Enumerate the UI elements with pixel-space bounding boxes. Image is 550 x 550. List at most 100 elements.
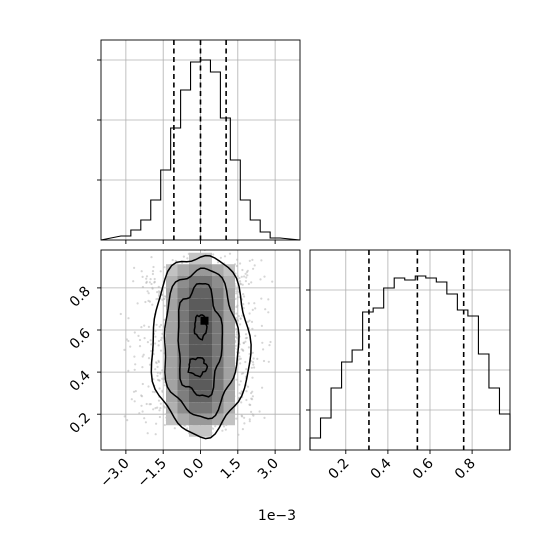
param2-histogram — [309, 275, 511, 450]
scatter-point — [264, 308, 267, 311]
scatter-point — [263, 416, 266, 419]
scatter-point — [145, 277, 148, 280]
density-cell — [189, 402, 201, 414]
scatter-point — [243, 422, 246, 425]
scatter-point — [158, 415, 161, 419]
scatter-point — [236, 304, 239, 307]
scatter-point — [157, 339, 161, 343]
density-cell — [177, 321, 189, 334]
scatter-point — [157, 360, 160, 364]
density-cell — [212, 402, 224, 414]
density-cell — [189, 425, 201, 437]
scatter-point — [248, 259, 251, 262]
joint-ytick-label-3: 0.8 — [67, 283, 94, 310]
scatter-point — [154, 342, 157, 345]
param1-marginal-panel — [97, 39, 301, 244]
scatter-point — [152, 265, 155, 269]
density-cell — [223, 310, 235, 322]
scatter-point — [159, 338, 163, 342]
scatter-point — [156, 291, 159, 294]
scatter-point — [242, 349, 245, 352]
density-cell — [212, 287, 224, 299]
scatter-point — [182, 255, 185, 258]
scatter-point — [157, 290, 160, 293]
density-cell — [189, 275, 201, 288]
scatter-point — [250, 410, 253, 413]
scatter-point — [267, 298, 270, 301]
density-cell — [212, 298, 224, 311]
scatter-point — [159, 407, 162, 410]
scatter-point — [149, 403, 152, 406]
scatter-point — [153, 280, 156, 283]
scatter-point — [161, 377, 164, 380]
density-cell — [200, 413, 212, 426]
scatter-point — [158, 409, 161, 412]
density-cell — [200, 425, 212, 437]
right-frame — [309, 249, 511, 451]
scatter-point — [224, 428, 227, 431]
scatter-point — [149, 278, 152, 281]
density-cell — [189, 252, 201, 265]
scatter-point — [248, 418, 251, 421]
scatter-point — [251, 308, 254, 311]
scatter-point — [246, 385, 250, 388]
density-cell — [189, 390, 201, 403]
scatter-point — [156, 406, 159, 409]
scatter-point — [253, 264, 256, 267]
scatter-point — [140, 394, 143, 397]
scatter-point — [151, 303, 154, 306]
scatter-point — [223, 255, 227, 258]
scatter-point — [181, 261, 184, 264]
density-cell — [189, 310, 201, 322]
right-xtick-label-0: 0.2 — [326, 456, 353, 483]
scatter-point — [151, 287, 154, 290]
scatter-point — [247, 346, 250, 349]
density-cell — [166, 379, 178, 391]
scatter-point — [186, 427, 189, 430]
scatter-point — [136, 302, 139, 305]
density-cell — [223, 321, 235, 334]
scatter-point — [236, 337, 239, 340]
scatter-point — [174, 259, 177, 263]
scatter-point — [239, 282, 242, 285]
scatter-point — [157, 344, 160, 347]
scatter-point — [240, 390, 243, 393]
scatter-point — [245, 271, 249, 274]
scatter-point — [239, 362, 242, 365]
scatter-point — [147, 299, 150, 302]
density-cell — [200, 310, 212, 322]
scatter-point — [262, 359, 266, 363]
density-cell — [212, 333, 224, 345]
scatter-point — [123, 415, 126, 418]
density-cell — [200, 402, 212, 414]
scatter-point — [162, 377, 166, 380]
density-cell — [200, 275, 212, 288]
density-cell — [177, 390, 189, 403]
top-frame — [100, 39, 301, 241]
scatter-point — [236, 258, 239, 261]
density-cell — [189, 367, 201, 380]
scatter-point — [133, 400, 136, 403]
scatter-point — [252, 414, 255, 417]
density-cell — [212, 413, 224, 426]
scatter-point — [144, 300, 147, 304]
scatter-point — [149, 339, 152, 342]
density-cell — [189, 298, 201, 311]
scatter-point — [186, 257, 189, 260]
scatter-point — [271, 280, 274, 283]
density-cell — [212, 275, 224, 288]
scatter-point — [244, 333, 248, 336]
scatter-point — [241, 428, 244, 431]
contours — [150, 254, 252, 440]
density-cell — [200, 264, 212, 276]
scatter-point — [234, 344, 237, 347]
scatter-point — [222, 425, 226, 428]
scatter-point — [258, 410, 261, 413]
scatter-point — [250, 281, 253, 284]
scatter-point — [176, 245, 178, 247]
scatter-point — [237, 433, 240, 436]
scatter-point — [248, 403, 251, 406]
scatter-point — [138, 338, 142, 342]
scatter-point — [251, 376, 254, 379]
scatter-point — [133, 355, 136, 358]
